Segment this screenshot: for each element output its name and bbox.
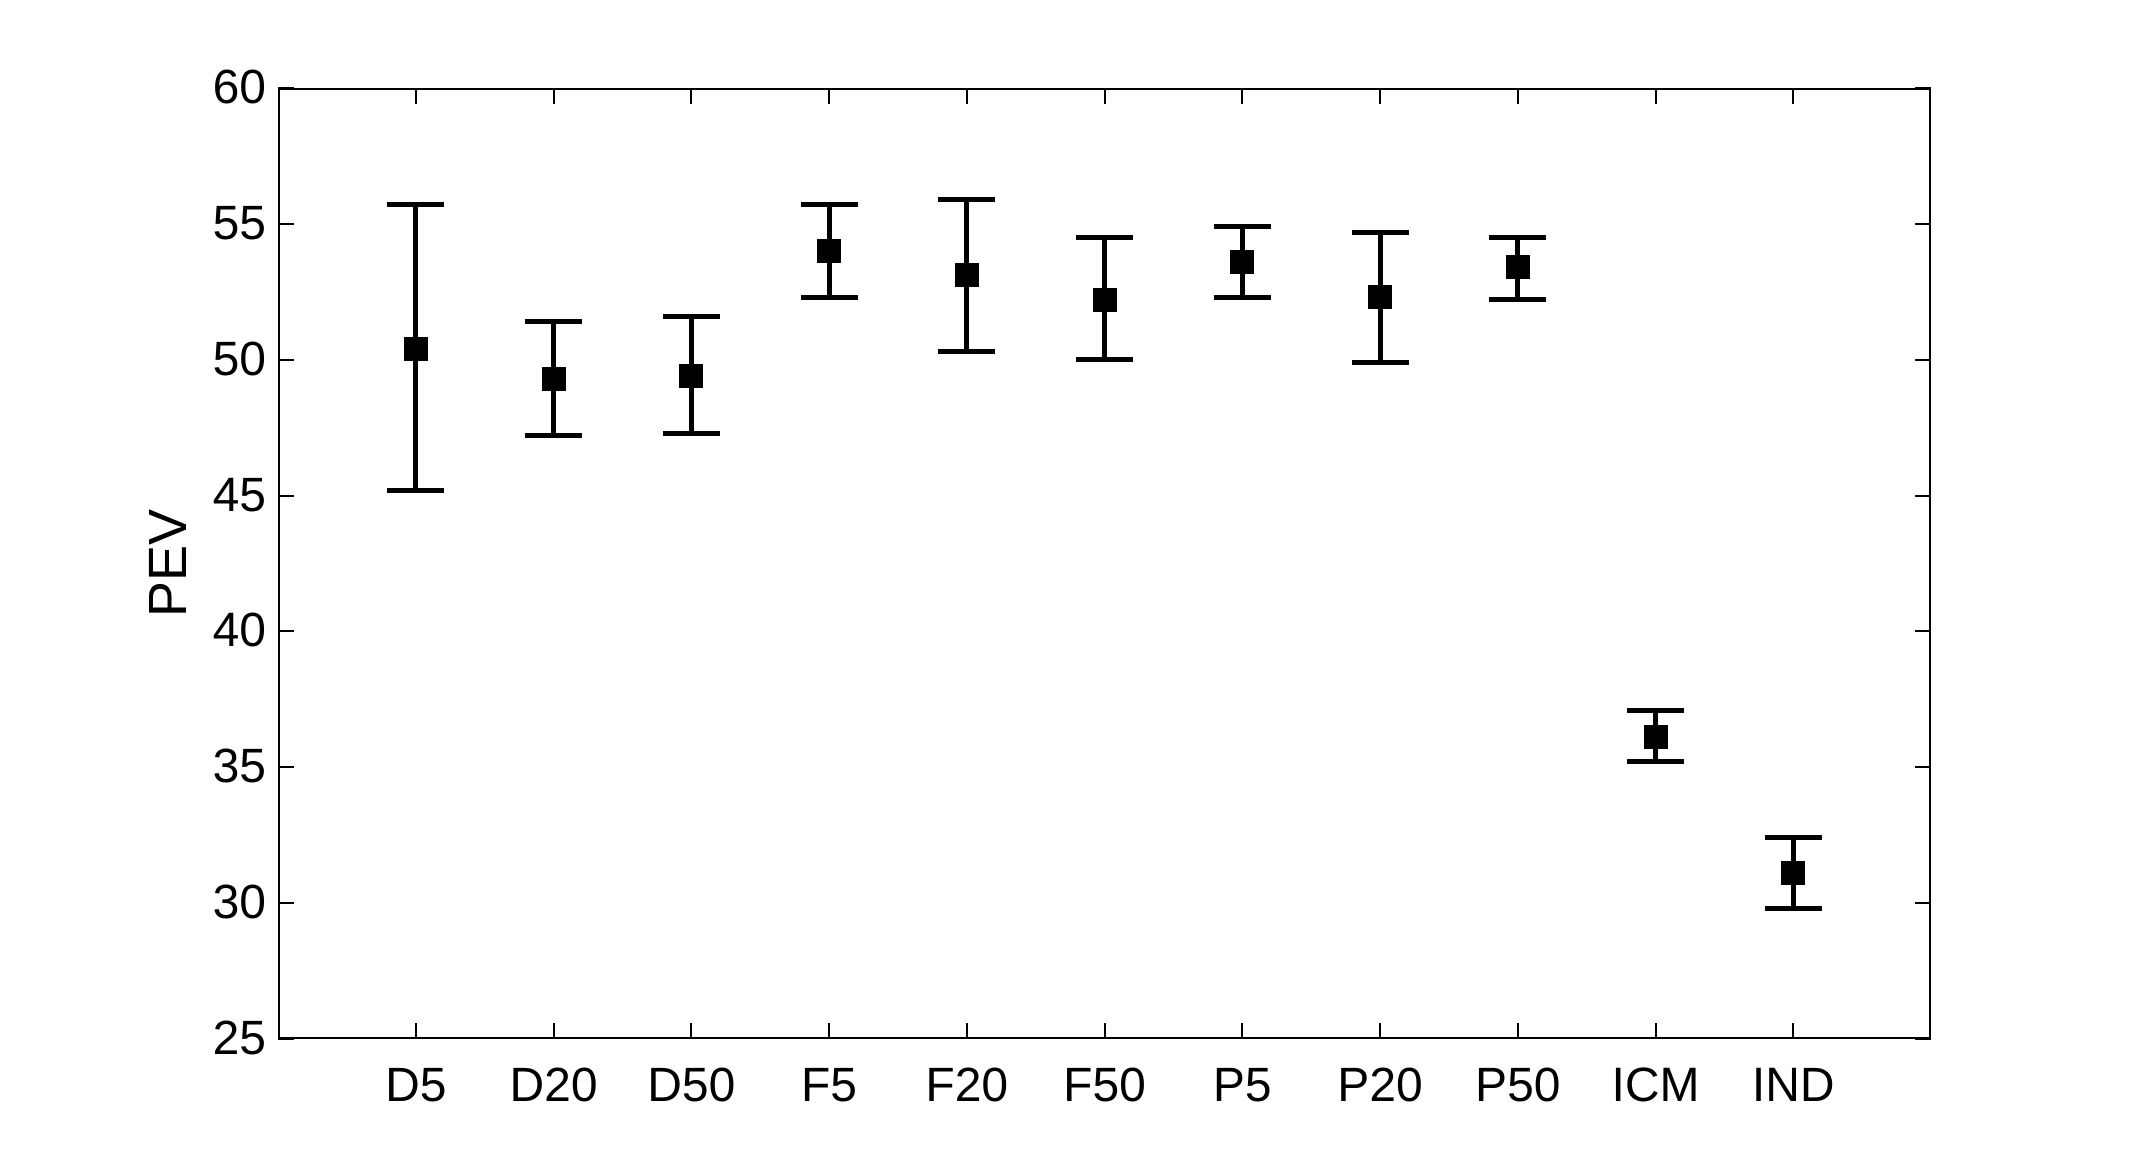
x-axis-tick-bottom bbox=[828, 1023, 830, 1039]
data-point-marker bbox=[817, 239, 841, 264]
y-axis-tick-right bbox=[1915, 630, 1931, 633]
x-axis-tick-bottom bbox=[414, 1023, 417, 1039]
y-axis-tick-left bbox=[278, 87, 294, 89]
error-bar-cap-top bbox=[800, 202, 858, 208]
x-tick-label: F20 bbox=[925, 1059, 1009, 1112]
data-point-marker bbox=[541, 366, 566, 391]
y-axis-tick-right bbox=[1915, 87, 1931, 89]
error-bar-cap-top bbox=[1764, 835, 1822, 841]
data-point-marker bbox=[1368, 285, 1392, 310]
x-tick-label: P20 bbox=[1337, 1059, 1423, 1112]
data-point-marker bbox=[954, 263, 979, 288]
error-bar-cap-bottom bbox=[662, 430, 720, 436]
y-axis-tick-left bbox=[278, 1038, 294, 1040]
data-point-marker bbox=[1781, 861, 1806, 886]
error-bar-cap-bottom bbox=[387, 487, 445, 493]
error-bar-cap-top bbox=[525, 319, 582, 325]
error-bar-cap-bottom bbox=[1351, 359, 1409, 365]
data-point-marker bbox=[1230, 249, 1255, 274]
x-axis-tick-bottom bbox=[690, 1023, 693, 1039]
x-tick-label: D20 bbox=[509, 1059, 598, 1112]
x-axis-tick-bottom bbox=[1792, 1023, 1795, 1039]
x-axis-tick-bottom bbox=[965, 1023, 968, 1039]
x-axis-tick-top bbox=[1241, 88, 1244, 104]
y-tick-label: 45 bbox=[212, 468, 266, 522]
y-axis-tick-left bbox=[278, 630, 294, 633]
y-axis-tick-left bbox=[278, 222, 294, 225]
x-tick-label: ICM bbox=[1611, 1059, 1700, 1112]
x-axis-tick-top bbox=[1792, 88, 1795, 104]
data-point-marker bbox=[403, 336, 428, 361]
x-tick-label: IND bbox=[1751, 1059, 1835, 1112]
y-axis-tick-right bbox=[1915, 902, 1931, 905]
error-bar-cap-top bbox=[1351, 229, 1409, 235]
y-tick-label: 60 bbox=[212, 61, 266, 114]
data-point-marker bbox=[1092, 287, 1117, 312]
x-axis-tick-top bbox=[552, 88, 555, 104]
y-axis-tick-right bbox=[1915, 766, 1931, 769]
x-tick-label: F50 bbox=[1063, 1059, 1146, 1112]
y-axis-tick-right bbox=[1915, 494, 1931, 497]
x-axis-tick-bottom bbox=[1654, 1023, 1657, 1039]
y-axis-tick-left bbox=[278, 902, 294, 905]
data-point-marker bbox=[1505, 255, 1530, 280]
error-bar-cap-bottom bbox=[938, 349, 996, 355]
x-axis-tick-top bbox=[1103, 88, 1106, 104]
y-axis-tick-right bbox=[1915, 1038, 1931, 1040]
y-axis-tick-left bbox=[278, 494, 294, 497]
x-axis-tick-bottom bbox=[552, 1023, 555, 1039]
y-axis-tick-right bbox=[1915, 222, 1931, 225]
x-axis-tick-top bbox=[828, 88, 830, 104]
y-tick-label: 30 bbox=[212, 876, 266, 930]
x-axis-tick-top bbox=[1379, 88, 1381, 104]
error-bar-cap-bottom bbox=[1076, 357, 1133, 363]
y-tick-label: 40 bbox=[212, 604, 266, 658]
error-bar-cap-bottom bbox=[1213, 294, 1271, 300]
y-axis-tick-right bbox=[1915, 358, 1931, 361]
error-bar-cap-top bbox=[1076, 234, 1133, 240]
x-tick-label: F5 bbox=[800, 1059, 857, 1112]
y-axis-tick-left bbox=[278, 358, 294, 361]
x-tick-label: D50 bbox=[647, 1059, 736, 1112]
y-tick-label: 25 bbox=[212, 1012, 266, 1065]
error-bar-cap-bottom bbox=[1627, 759, 1684, 765]
x-tick-label: P50 bbox=[1475, 1059, 1561, 1112]
data-point-marker bbox=[679, 364, 704, 389]
error-bar-cap-bottom bbox=[525, 433, 582, 439]
error-bar-cap-top bbox=[662, 313, 720, 319]
error-bar-cap-top bbox=[1489, 234, 1547, 240]
y-tick-label: 35 bbox=[212, 740, 266, 794]
x-tick-label: P5 bbox=[1212, 1059, 1272, 1112]
error-bar-cap-top bbox=[1213, 224, 1271, 230]
error-bar-cap-top bbox=[387, 202, 445, 208]
error-bar-cap-top bbox=[938, 196, 996, 202]
x-axis-tick-top bbox=[1516, 88, 1519, 104]
y-tick-label: 50 bbox=[212, 332, 266, 386]
x-axis-tick-top bbox=[1654, 88, 1657, 104]
error-bar-cap-bottom bbox=[1489, 297, 1547, 303]
x-tick-label: D5 bbox=[385, 1059, 447, 1112]
error-bar-cap-bottom bbox=[1764, 906, 1822, 912]
y-tick-label: 55 bbox=[212, 196, 266, 250]
x-axis-tick-bottom bbox=[1516, 1023, 1519, 1039]
x-axis-tick-top bbox=[690, 88, 693, 104]
x-axis-tick-bottom bbox=[1103, 1023, 1106, 1039]
x-axis-tick-bottom bbox=[1379, 1023, 1381, 1039]
x-axis-tick-top bbox=[414, 88, 417, 104]
x-axis-tick-bottom bbox=[1241, 1023, 1244, 1039]
error-bar-cap-bottom bbox=[800, 294, 858, 300]
error-bar-cap-top bbox=[1627, 707, 1684, 713]
y-axis-tick-left bbox=[278, 766, 294, 769]
data-point-marker bbox=[1643, 725, 1668, 750]
x-axis-tick-top bbox=[965, 88, 968, 104]
